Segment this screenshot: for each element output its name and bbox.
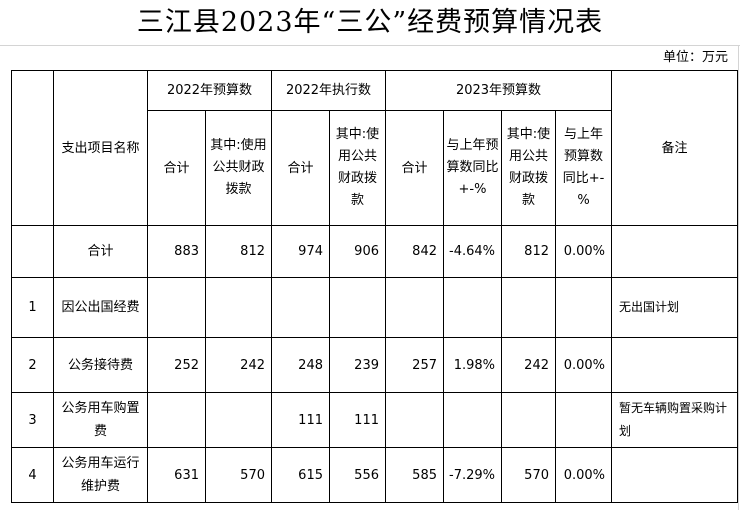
row-b2023-public-yoy[interactable] (555, 392, 612, 448)
budget-table: 支出项目名称 2022年预算数 2022年执行数 2023年预算数 备注 合计 … (11, 70, 738, 503)
row-b2023-yoy[interactable] (443, 392, 502, 448)
row-e2022-total[interactable]: 111 (271, 392, 330, 448)
header-index-cell[interactable] (11, 70, 54, 226)
row-b2022-total[interactable] (147, 277, 206, 338)
row-b2022-public[interactable]: 242 (205, 337, 272, 393)
table-row-total: 合计 883 812 974 906 842 -4.64% 812 0.00% (11, 225, 738, 278)
total-b2023-total[interactable]: 842 (385, 225, 444, 278)
total-e2022-total[interactable]: 974 (271, 225, 330, 278)
total-remark[interactable] (611, 225, 738, 278)
header-remark[interactable]: 备注 (611, 70, 738, 226)
header-item-name[interactable]: 支出项目名称 (53, 70, 148, 226)
row-remark[interactable]: 无出国计划 (611, 277, 738, 338)
unit-label: 单位：万元 (662, 50, 728, 65)
table-row: 2 公务接待费 252 242 248 239 257 1.98% 242 0.… (11, 337, 738, 393)
row-name[interactable]: 因公出国经费 (53, 277, 148, 338)
header-2022-exec-public[interactable]: 其中:使用公共财政拨款 (329, 110, 386, 226)
row-remark[interactable]: 暂无车辆购置采购计划 (611, 392, 738, 448)
row-remark[interactable] (611, 447, 738, 503)
total-b2023-yoy[interactable]: -4.64% (443, 225, 502, 278)
row-index[interactable]: 1 (11, 277, 54, 338)
header-2023-yoy[interactable]: 与上年预算数同比+-% (443, 110, 502, 226)
row-b2023-yoy[interactable]: -7.29% (443, 447, 502, 503)
header-2022-budget-total[interactable]: 合计 (147, 110, 206, 226)
row-b2022-public[interactable] (205, 392, 272, 448)
row-b2022-total[interactable]: 252 (147, 337, 206, 393)
row-e2022-public[interactable]: 556 (329, 447, 386, 503)
row-b2023-total[interactable] (385, 392, 444, 448)
total-b2023-public[interactable]: 812 (501, 225, 556, 278)
row-name[interactable]: 公务接待费 (53, 337, 148, 393)
row-b2023-public-yoy[interactable]: 0.00% (555, 337, 612, 393)
total-label[interactable]: 合计 (53, 225, 148, 278)
row-b2023-total[interactable]: 257 (385, 337, 444, 393)
header-2023-public-yoy[interactable]: 与上年预算数同比+-% (555, 110, 612, 226)
table-row: 3 公务用车购置费 111 111 暂无车辆购置采购计划 (11, 392, 738, 448)
total-b2022-public[interactable]: 812 (205, 225, 272, 278)
row-index[interactable]: 2 (11, 337, 54, 393)
row-b2023-public-yoy[interactable]: 0.00% (555, 447, 612, 503)
row-e2022-public[interactable]: 239 (329, 337, 386, 393)
row-b2023-public[interactable] (501, 392, 556, 448)
row-name[interactable]: 公务用车购置费 (53, 392, 148, 448)
header-2023-public[interactable]: 其中:使用公共财政拨款 (501, 110, 556, 226)
row-e2022-public[interactable] (329, 277, 386, 338)
row-index[interactable]: 3 (11, 392, 54, 448)
header-2022-budget-public[interactable]: 其中:使用公共财政拨款 (205, 110, 272, 226)
table-row: 1 因公出国经费 无出国计划 (11, 277, 738, 338)
row-b2023-public[interactable]: 570 (501, 447, 556, 503)
header-2022-exec-total[interactable]: 合计 (271, 110, 330, 226)
row-b2023-yoy[interactable]: 1.98% (443, 337, 502, 393)
row-index[interactable]: 4 (11, 447, 54, 503)
row-b2023-public[interactable]: 242 (501, 337, 556, 393)
row-b2023-total[interactable] (385, 277, 444, 338)
row-b2022-total[interactable]: 631 (147, 447, 206, 503)
header-2023-total[interactable]: 合计 (385, 110, 444, 226)
row-b2023-public-yoy[interactable] (555, 277, 612, 338)
row-e2022-total[interactable]: 615 (271, 447, 330, 503)
row-b2023-total[interactable]: 585 (385, 447, 444, 503)
row-b2022-public[interactable]: 570 (205, 447, 272, 503)
grid-line-top (0, 45, 740, 46)
table-row: 4 公务用车运行维护费 631 570 615 556 585 -7.29% 5… (11, 447, 738, 503)
row-b2023-yoy[interactable] (443, 277, 502, 338)
row-e2022-public[interactable]: 111 (329, 392, 386, 448)
total-b2023-public-yoy[interactable]: 0.00% (555, 225, 612, 278)
header-2022-budget[interactable]: 2022年预算数 (147, 70, 272, 111)
grid-line-right (738, 45, 739, 510)
header-row-1: 支出项目名称 2022年预算数 2022年执行数 2023年预算数 备注 (11, 70, 738, 226)
row-e2022-total[interactable] (271, 277, 330, 338)
row-e2022-total[interactable]: 248 (271, 337, 330, 393)
row-b2022-total[interactable] (147, 392, 206, 448)
page-title: 三江县2023年“三公”经费预算情况表 (136, 7, 604, 38)
header-2022-exec[interactable]: 2022年执行数 (271, 70, 386, 111)
row-b2023-public[interactable] (501, 277, 556, 338)
row-remark[interactable] (611, 337, 738, 393)
total-e2022-public[interactable]: 906 (329, 225, 386, 278)
header-2023-budget[interactable]: 2023年预算数 (385, 70, 612, 111)
total-index-cell[interactable] (11, 225, 54, 278)
header-row-2: 合计 其中:使用公共财政拨款 合计 其中:使用公共财政拨款 合计 与上年预算数同… (12, 110, 738, 226)
total-b2022-total[interactable]: 883 (147, 225, 206, 278)
row-name[interactable]: 公务用车运行维护费 (53, 447, 148, 503)
row-b2022-public[interactable] (205, 277, 272, 338)
